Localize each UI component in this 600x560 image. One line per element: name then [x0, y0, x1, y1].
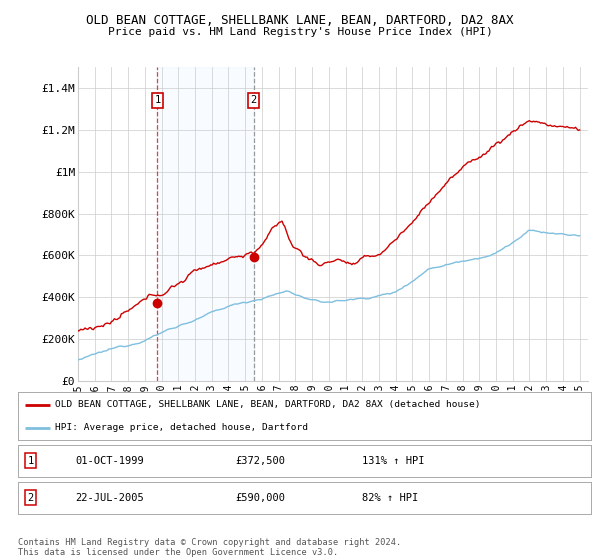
- Text: 2: 2: [28, 493, 34, 503]
- Text: £590,000: £590,000: [236, 493, 286, 503]
- Text: OLD BEAN COTTAGE, SHELLBANK LANE, BEAN, DARTFORD, DA2 8AX (detached house): OLD BEAN COTTAGE, SHELLBANK LANE, BEAN, …: [55, 400, 481, 409]
- Text: Contains HM Land Registry data © Crown copyright and database right 2024.
This d: Contains HM Land Registry data © Crown c…: [18, 538, 401, 557]
- Text: 01-OCT-1999: 01-OCT-1999: [76, 456, 144, 466]
- Text: 2: 2: [250, 95, 257, 105]
- Text: Price paid vs. HM Land Registry's House Price Index (HPI): Price paid vs. HM Land Registry's House …: [107, 27, 493, 37]
- Bar: [157, 67, 254, 381]
- Text: £372,500: £372,500: [236, 456, 286, 466]
- Text: HPI: Average price, detached house, Dartford: HPI: Average price, detached house, Dart…: [55, 423, 308, 432]
- Text: 82% ↑ HPI: 82% ↑ HPI: [362, 493, 418, 503]
- Text: 22-JUL-2005: 22-JUL-2005: [76, 493, 144, 503]
- Text: 1: 1: [28, 456, 34, 466]
- Text: 1: 1: [154, 95, 161, 105]
- Text: 131% ↑ HPI: 131% ↑ HPI: [362, 456, 424, 466]
- Text: OLD BEAN COTTAGE, SHELLBANK LANE, BEAN, DARTFORD, DA2 8AX: OLD BEAN COTTAGE, SHELLBANK LANE, BEAN, …: [86, 14, 514, 27]
